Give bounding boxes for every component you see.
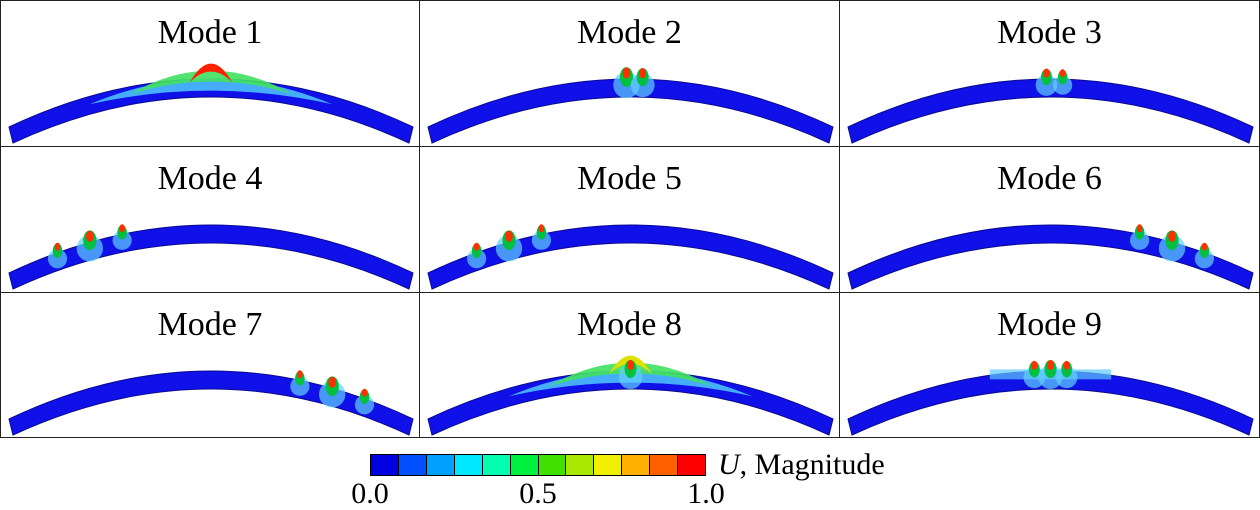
- mode-shape-figure: [847, 224, 1254, 290]
- arch-band: [8, 370, 414, 436]
- colorbar-segment: [678, 455, 706, 475]
- center-bump-a-red: [1031, 360, 1038, 370]
- mode-shape-figure: [427, 67, 834, 144]
- mode-shape-figure: [427, 224, 834, 290]
- colorbar-segment: [622, 455, 651, 475]
- arch-band: [847, 370, 1254, 436]
- colorbar-segment: [566, 455, 595, 475]
- mode-shape-figure: [847, 360, 1254, 436]
- colorbar-segment: [454, 455, 483, 475]
- arch-band: [427, 370, 834, 436]
- center-bump-b-halo: [1053, 75, 1073, 95]
- colorbar-segment: [371, 455, 399, 475]
- center-bump-red: [627, 360, 634, 370]
- right-bump-b-red: [328, 376, 337, 388]
- right-bump-c-red: [361, 388, 368, 397]
- colorbar-segment: [482, 455, 511, 475]
- arch-band: [847, 78, 1254, 144]
- colorbar-segment: [426, 455, 455, 475]
- legend-label-text: , Magnitude: [739, 448, 885, 481]
- mode-title: Mode 5: [577, 160, 682, 197]
- mode-title: Mode 4: [157, 160, 263, 197]
- mode-shape-figure: [8, 224, 414, 290]
- colorbar-segment: [398, 455, 427, 475]
- left-bump-c-halo: [112, 230, 132, 250]
- deformation-region-green: [549, 362, 712, 387]
- arch-band: [847, 224, 1254, 290]
- arch-band: [427, 78, 834, 144]
- arch-band: [427, 224, 834, 290]
- left-bump-c-halo: [531, 230, 551, 250]
- mode-panel-8: Mode 8: [419, 292, 840, 438]
- mode-title: Mode 3: [997, 14, 1102, 51]
- mode-shape-figure: [847, 68, 1254, 144]
- arch-band: [8, 78, 414, 144]
- mode-panel-4: Mode 4: [0, 146, 420, 293]
- center-bump-a-red: [622, 67, 631, 79]
- colorbar-tick-max: 1.0: [687, 477, 725, 510]
- mode-shape-figure: [427, 355, 834, 436]
- deformation-region-green: [129, 70, 293, 95]
- colorbar-tick-mid: 0.5: [519, 477, 557, 510]
- left-bump-a-red: [473, 242, 480, 251]
- colorbar-tick-min: 0.0: [351, 477, 389, 510]
- left-bump-a-red: [54, 242, 61, 251]
- colorbar: [370, 454, 706, 476]
- center-bump-b-red: [639, 68, 647, 79]
- arch-band: [8, 224, 414, 290]
- mode-panel-2: Mode 2: [419, 0, 840, 147]
- right-bump-c-halo: [354, 395, 375, 415]
- colorbar-segment: [650, 455, 679, 475]
- mode-title: Mode 7: [157, 306, 263, 343]
- mode-panel-3: Mode 3: [839, 0, 1260, 147]
- right-bump-c-red: [1201, 242, 1208, 251]
- center-bump-b-red: [1047, 360, 1054, 370]
- mode-panel-7: Mode 7: [0, 292, 420, 438]
- center-bump-b-red: [1059, 69, 1066, 78]
- mode-shape-figure: [8, 63, 414, 144]
- legend-label: U, Magnitude: [718, 448, 885, 482]
- color-legend: 0.0 0.5 1.0 U, Magnitude: [351, 448, 890, 509]
- right-bump-a-halo: [1130, 230, 1150, 250]
- mode-panel-1: Mode 1: [0, 0, 420, 147]
- right-bump-b-red: [1168, 230, 1176, 242]
- deformation-region-peak: [609, 355, 652, 375]
- right-bump-a-halo: [290, 376, 310, 396]
- colorbar-segment: [594, 455, 623, 475]
- center-bump-a-red: [1043, 68, 1050, 78]
- right-bump-a-red: [1136, 224, 1143, 233]
- mode-shapes-grid: Mode 1 Mode 2 Mode 3 Mode 4 Mode 5 Mode 6 Mode…: [0, 0, 1260, 438]
- mode-title: Mode 2: [577, 14, 682, 51]
- mode-title: Mode 9: [997, 306, 1102, 343]
- right-bump-a-red: [297, 370, 303, 379]
- mode-title: Mode 1: [157, 14, 263, 51]
- legend-variable: U: [718, 448, 740, 481]
- colorbar-segment: [538, 455, 567, 475]
- colorbar-segment: [510, 455, 539, 475]
- mode-shape-figure: [8, 370, 414, 436]
- mode-panel-5: Mode 5: [419, 146, 840, 293]
- mode-title: Mode 6: [997, 160, 1102, 197]
- center-bump-c-red: [1063, 360, 1070, 370]
- right-bump-c-halo: [1194, 249, 1214, 269]
- mode-panel-9: Mode 9: [839, 292, 1260, 438]
- mode-title: Mode 8: [577, 306, 682, 343]
- left-bump-b-red: [85, 230, 94, 242]
- mode-panel-6: Mode 6: [839, 146, 1260, 293]
- left-bump-c-red: [538, 224, 545, 233]
- deformation-region-peak: [189, 63, 233, 83]
- left-bump-c-red: [119, 224, 125, 233]
- left-bump-a-halo: [467, 249, 487, 269]
- left-bump-b-red: [505, 230, 513, 242]
- left-bump-a-halo: [47, 249, 68, 269]
